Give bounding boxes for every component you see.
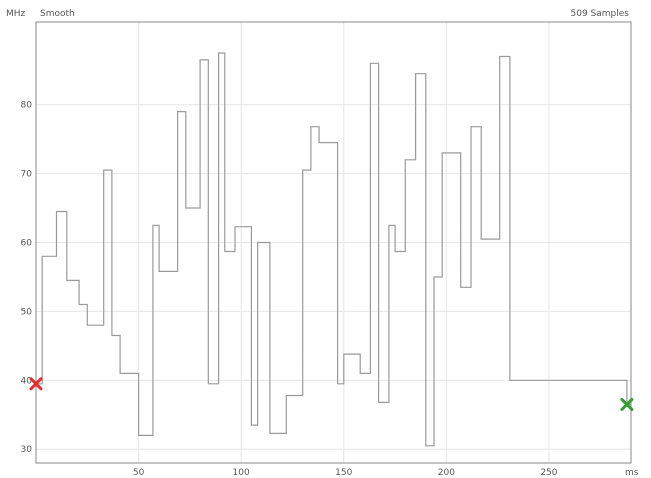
x-tick-label: 150: [335, 468, 352, 478]
x-tick-label: 200: [438, 468, 455, 478]
y-tick-label: 30: [21, 445, 33, 455]
series-line: [36, 52, 631, 447]
end-marker-icon: [620, 397, 634, 411]
smooth-label: Smooth: [40, 9, 75, 19]
x-tick-label: 100: [233, 468, 250, 478]
x-unit-label: ms: [625, 468, 639, 478]
plot-frame: [35, 21, 632, 464]
y-tick-labels: 30 40 50 60 70 80: [21, 101, 33, 456]
y-tick-label: 40: [21, 376, 33, 386]
start-marker-icon: [29, 377, 43, 391]
y-tick-label: 80: [21, 101, 33, 111]
markers: [29, 377, 634, 411]
samples-label: 509 Samples: [571, 9, 630, 19]
y-tick-label: 50: [21, 307, 33, 317]
x-tick-label: 250: [540, 468, 557, 478]
x-tick-label: 50: [133, 468, 145, 478]
y-unit-label: MHz: [6, 9, 26, 19]
x-tick-labels: 50 100 150 200 250: [133, 468, 558, 478]
grid-lines: [36, 22, 631, 463]
y-tick-label: 60: [21, 239, 33, 249]
y-tick-label: 70: [21, 170, 33, 180]
